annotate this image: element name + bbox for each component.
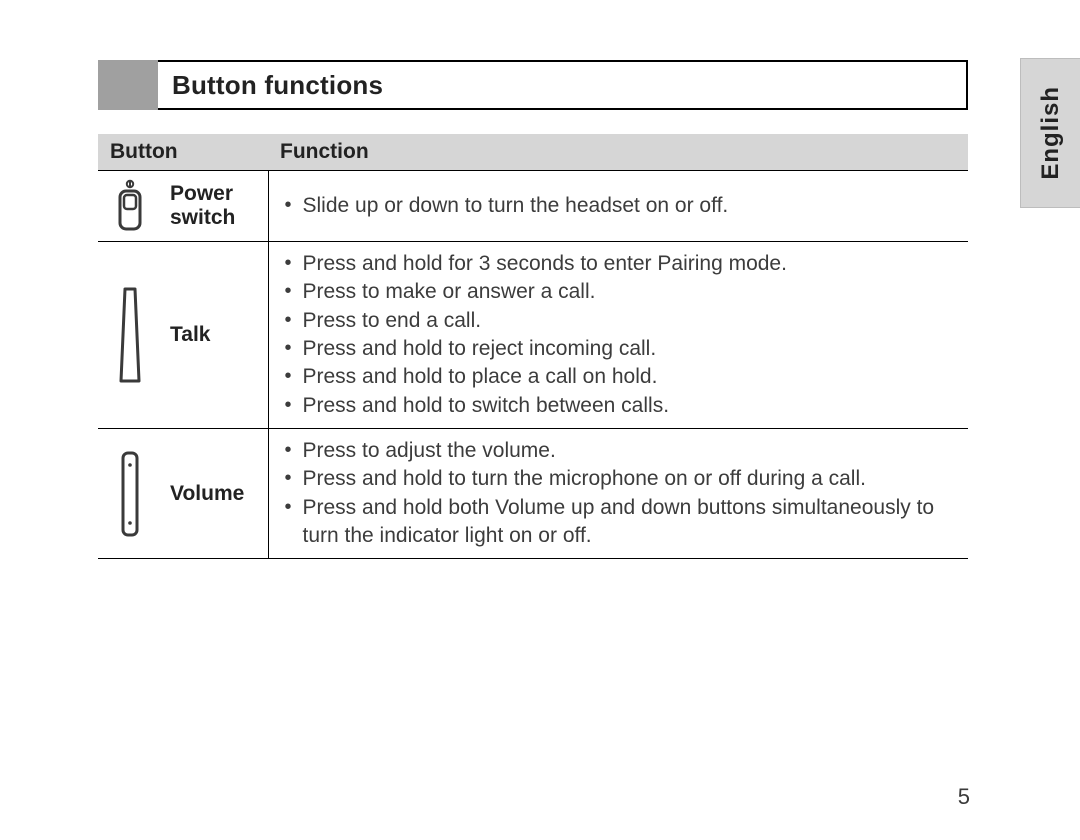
table-row: Volume Press to adjust the volume. Press… bbox=[98, 429, 968, 559]
function-item: Press and hold to place a call on hold. bbox=[281, 363, 959, 391]
function-item: Press and hold to turn the microphone on… bbox=[281, 465, 959, 493]
volume-button-icon bbox=[117, 449, 143, 539]
power-switch-icon bbox=[113, 179, 147, 233]
function-item: Press and hold for 3 seconds to enter Pa… bbox=[281, 250, 959, 278]
function-list: Press and hold for 3 seconds to enter Pa… bbox=[281, 250, 959, 420]
table-row: Power switch Slide up or down to turn th… bbox=[98, 171, 968, 242]
function-item: Press to make or answer a call. bbox=[281, 278, 959, 306]
button-name: Talk bbox=[158, 242, 268, 429]
section-header-tab bbox=[98, 60, 158, 110]
section-title: Button functions bbox=[172, 70, 383, 101]
function-item: Press and hold to reject incoming call. bbox=[281, 335, 959, 363]
function-item: Press and hold both Volume up and down b… bbox=[281, 494, 959, 551]
button-functions-table: Button Function Power switch bbox=[98, 134, 968, 559]
section-header: Button functions bbox=[98, 60, 968, 110]
function-cell: Press and hold for 3 seconds to enter Pa… bbox=[268, 242, 968, 429]
language-tab: English bbox=[1020, 58, 1080, 208]
function-list: Slide up or down to turn the headset on … bbox=[281, 192, 959, 220]
function-item: Press to adjust the volume. bbox=[281, 437, 959, 465]
talk-button-icon bbox=[115, 285, 145, 385]
button-name: Volume bbox=[158, 429, 268, 559]
table-header-button: Button bbox=[98, 134, 268, 171]
page-content: Button functions Button Function P bbox=[98, 60, 968, 559]
page-number: 5 bbox=[958, 784, 970, 810]
table-row: Talk Press and hold for 3 seconds to ent… bbox=[98, 242, 968, 429]
icon-cell bbox=[98, 171, 158, 242]
icon-cell bbox=[98, 429, 158, 559]
language-tab-label: English bbox=[1037, 86, 1065, 180]
function-cell: Slide up or down to turn the headset on … bbox=[268, 171, 968, 242]
table-header-function: Function bbox=[268, 134, 968, 171]
icon-cell bbox=[98, 242, 158, 429]
function-item: Slide up or down to turn the headset on … bbox=[281, 192, 959, 220]
function-item: Press to end a call. bbox=[281, 307, 959, 335]
function-list: Press to adjust the volume. Press and ho… bbox=[281, 437, 959, 550]
button-name: Power switch bbox=[158, 171, 268, 242]
function-item: Press and hold to switch between calls. bbox=[281, 392, 959, 420]
function-cell: Press to adjust the volume. Press and ho… bbox=[268, 429, 968, 559]
